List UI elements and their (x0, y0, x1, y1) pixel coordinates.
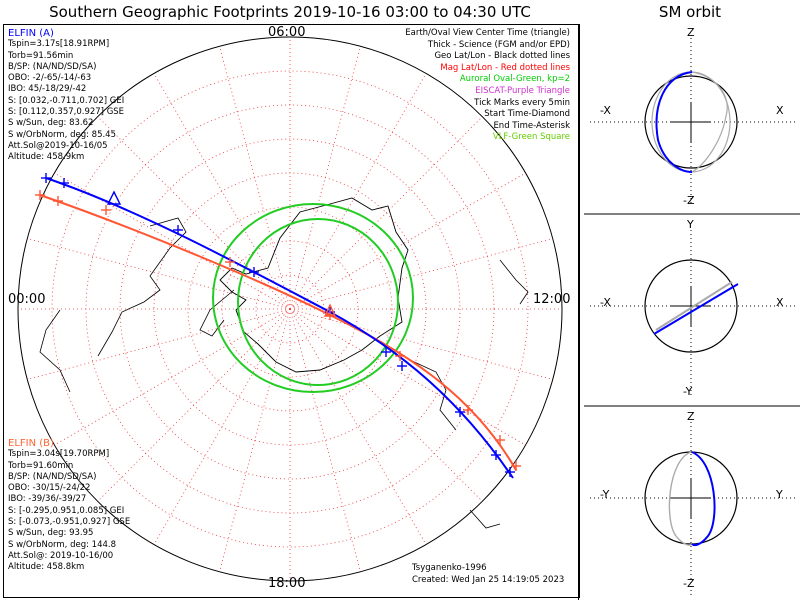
elfin-a-info-line: Altitude: 458.9km (8, 152, 85, 163)
mag-lon-line (149, 66, 291, 310)
mag-lon-line (289, 308, 561, 382)
mag-lon-line (289, 38, 363, 310)
elfin-b-info-line: S: [-0.073,-0.951,0.927] GSE (8, 517, 131, 528)
created-timestamp: Created: Wed Jan 25 14:19:05 2023 (412, 574, 565, 585)
antarctica-coastline (39, 197, 529, 529)
elfin-a-header: ELFIN (A) (8, 28, 54, 39)
elfin-b-header: ELFIN (B) (8, 438, 54, 449)
mag-lon-line (289, 236, 561, 310)
elfin-a-info-line: S: [0.032,-0.711,0.702] GEI (8, 95, 125, 106)
mlt-label-bottom: 18:00 (268, 576, 306, 591)
elfin-a-info-line: Torb=91.56min (8, 50, 74, 61)
elfin-b-info-line: S w/OrbNorm, deg: 144.8 (8, 539, 117, 550)
elfin-b-info-line: Tspin=3.04s[19.70RPM] (8, 449, 110, 460)
mag-lon-line (47, 168, 291, 310)
orbit-yz-left: -Y (600, 488, 610, 501)
auroral-oval-outer (212, 203, 414, 393)
legend-item: Geo Lat/Lon - Black dotted lines (434, 51, 570, 62)
elfin-a-info: ELFIN (A) Tspin=3.17s[18.91RPM] Torb=91.5… (8, 28, 124, 164)
legend-item: Auroral Oval-Green, kp=2 (459, 74, 570, 85)
orbit-panel-yz (584, 405, 800, 595)
mlt-label-top: 06:00 (268, 25, 306, 40)
legend-item: Tick Marks every 5min (474, 97, 570, 108)
mag-lon-line (91, 308, 291, 508)
orbit-yz-top: Z (687, 410, 695, 423)
elfin-b-info: ELFIN (B) Tspin=3.04s[19.70RPM] Torb=91.6… (8, 438, 130, 574)
orbit-xz-bottom: -Z (683, 194, 695, 207)
elfin-a-info-line: B/SP: (NA/ND/SD/SA) (8, 61, 97, 72)
mag-lon-line (289, 308, 431, 552)
mag-lon-line (149, 308, 291, 552)
auroral-oval-inner (237, 218, 399, 386)
elfin-b-info-line: S: [-0.295,0.951,0.085] GEI (8, 505, 125, 516)
orbit-yz-right: Y (776, 488, 783, 501)
orbit-xy-left: -X (600, 296, 611, 309)
elfin-b-view-triangle (323, 303, 337, 317)
orbit-panel-xz (590, 38, 795, 205)
mag-lon-line (19, 308, 291, 382)
panel-divider (578, 24, 579, 600)
mag-lon-line (217, 38, 291, 310)
legend-item: VLF-Green Square (492, 132, 570, 143)
orbit-yz-bottom: -Z (683, 577, 695, 590)
legend-item: Start Time-Diamond (484, 109, 570, 120)
mag-lon-line (289, 308, 533, 450)
orbit-xy-top: Y (687, 218, 694, 231)
elfin-b-info-line: B/SP: (NA/ND/SD/SA) (8, 471, 97, 482)
mag-lon-line (289, 66, 431, 310)
mag-lon-line (289, 308, 489, 508)
mlt-label-right: 12:00 (533, 292, 571, 307)
mag-lon-line (19, 236, 291, 310)
mag-lon-line (47, 308, 291, 450)
mag-lon-line (217, 308, 291, 580)
elfin-a-info-line: S w/OrbNorm, deg: 85.45 (8, 129, 117, 140)
mag-lon-line (289, 308, 363, 580)
orbit-xy-bottom: -Y (683, 385, 693, 398)
model-name: Tsyganenko-1996 (412, 563, 487, 573)
page-title: Southern Geographic Footprints 2019-10-1… (49, 3, 531, 21)
auroral-oval (212, 203, 414, 393)
elfin-b-info-line: Torb=91.60min (8, 460, 74, 471)
footprint-map-frame (3, 24, 580, 598)
elfin-b-info-line: Att.Sol@: 2019-10-16/00 (8, 550, 114, 561)
orbit-title: SM orbit (658, 3, 722, 21)
orbit-xy-right: X (776, 296, 784, 309)
elfin-b-info-line: IBO: -39/36/-39/27 (8, 494, 87, 505)
elfin-a-info-line: S: [0.112,0.357,0.927] GSE (8, 107, 125, 118)
credits: Tsyganenko-1996 Created: Wed Jan 25 14:1… (412, 563, 564, 586)
mag-lat-circle (119, 138, 461, 480)
orbit-panel-xy (584, 213, 800, 395)
orbit-xz-right: X (776, 104, 784, 117)
map-boundary (17, 36, 563, 582)
legend-item: End Time-Asterisk (493, 120, 570, 131)
orbit-xz-top: Z (687, 26, 695, 39)
elfin-a-info-line: S w/Sun, deg: 83.62 (8, 118, 94, 129)
mag-lat-circle (187, 206, 393, 412)
orbit-xz-left: -X (600, 104, 611, 117)
elfin-a-info-line: IBO: 45/-18/29/-42 (8, 84, 87, 95)
mlt-label-left: 00:00 (8, 292, 46, 307)
legend-item: EISCAT-Purple Triangle (475, 85, 570, 96)
elfin-b-info-line: OBO: -30/15/-24/22 (8, 483, 91, 494)
elfin-b-ticks (35, 190, 521, 471)
elfin-a-view-triangle (106, 190, 122, 205)
elfin-a-info-line: OBO: -2/-65/-14/-63 (8, 73, 92, 84)
legend-item: Mag Lat/Lon - Red dotted lines (440, 62, 570, 73)
legend-item: Earth/Oval View Center Time (triangle) (405, 28, 570, 38)
elfin-a-info-line: Tspin=3.17s[18.91RPM] (8, 39, 110, 50)
map-legend: Earth/Oval View Center Time (triangle) Th… (405, 28, 570, 144)
mag-lon-line (289, 168, 533, 310)
mag-lon-line (91, 110, 291, 310)
legend-item: Thick - Science (FGM and/or EPD) (427, 39, 570, 50)
elfin-b-info-line: S w/Sun, deg: 93.95 (8, 528, 94, 539)
elfin-a-info-line: Att.Sol@2019-10-16/05 (8, 140, 108, 151)
elfin-a-ticks (41, 173, 515, 477)
mag-lat-circle (51, 70, 529, 548)
elfin-b-info-line: Altitude: 458.8km (8, 562, 85, 573)
